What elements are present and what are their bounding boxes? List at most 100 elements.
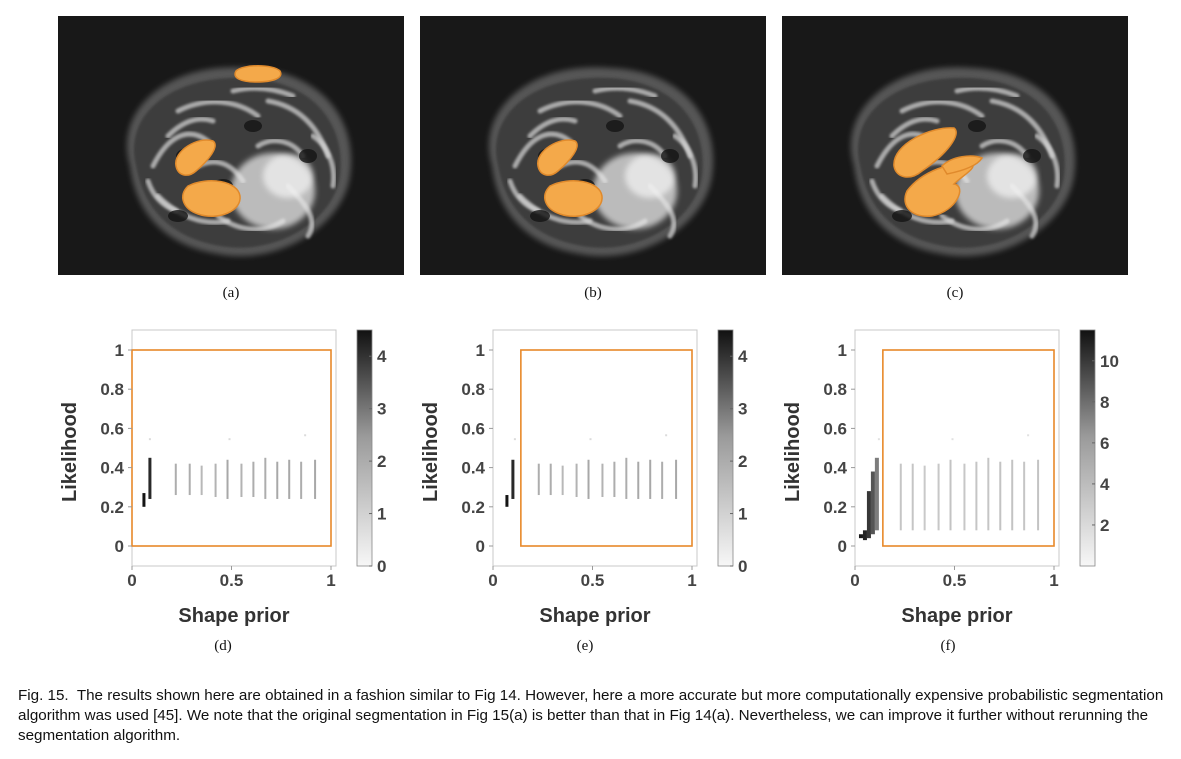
data-column	[874, 457, 879, 531]
white-matter-swirl	[527, 116, 578, 139]
white-matter-swirl	[954, 85, 1020, 99]
x-tick-label: 0.5	[581, 571, 605, 590]
y-tick-label: 0.2	[100, 498, 124, 517]
y-tick-label: 0.2	[823, 498, 847, 517]
data-column	[661, 461, 664, 499]
segmented-structures	[893, 127, 984, 217]
upper-structure	[234, 65, 282, 83]
data-column	[288, 459, 291, 499]
data-column	[911, 463, 914, 531]
data-column	[148, 457, 152, 499]
y-axis-label: Likelihood	[420, 402, 442, 502]
y-tick-label: 0.6	[100, 419, 124, 438]
colorbar-tick-label: 1	[377, 505, 386, 524]
dark-pocket	[168, 210, 188, 222]
axes-frame	[492, 329, 698, 567]
white-matter-swirl	[672, 133, 699, 189]
y-tick-label: 1	[476, 341, 485, 360]
white-matter-swirl	[165, 116, 216, 139]
x-axis-label: Shape prior	[901, 605, 1012, 627]
x-tick-label: 0.5	[943, 571, 967, 590]
x-axis-label: Shape prior	[539, 605, 650, 627]
scatter-plot-f: 0 0.2 0.4 0.6 0.8 1 0 0.5 1 Shape prior Likelihood…	[767, 320, 1147, 640]
colorbar-tick-label: 3	[377, 400, 386, 419]
data-column	[975, 461, 978, 531]
data-column	[949, 459, 952, 531]
data-column	[142, 493, 146, 507]
data-column	[537, 463, 540, 496]
data-column	[587, 459, 590, 499]
selection-box	[882, 349, 1055, 547]
scatter-svg-e: 0 0.2 0.4 0.6 0.8 1 0 0.5 1 Shape prior Likelihood…	[420, 329, 748, 627]
scatter-plot-d: 0 0.2 0.4 0.6 0.8 1 0 0.5 1 Shape prior Likelihood…	[44, 320, 424, 640]
data-column	[561, 465, 564, 496]
x-tick-label: 1	[687, 571, 696, 590]
white-matter-swirl	[512, 131, 573, 169]
y-tick-label: 0	[115, 537, 124, 556]
x-tick-label: 1	[326, 571, 335, 590]
y-tick-label: 0.8	[461, 380, 485, 399]
colorbar-tick-label: 2	[377, 452, 386, 471]
data-column	[937, 463, 940, 531]
x-tick-label: 0.5	[220, 571, 244, 590]
brain-svg	[58, 16, 404, 275]
y-tick-label: 0.8	[100, 380, 124, 399]
data-column	[214, 463, 217, 497]
data-column	[240, 463, 243, 497]
white-matter-swirl	[230, 85, 296, 99]
white-matter-swirl	[1034, 133, 1061, 189]
data-column	[174, 463, 177, 496]
data-column	[505, 495, 509, 507]
data-column	[1023, 461, 1026, 531]
y-tick-label: 0.4	[100, 459, 124, 478]
dark-pocket	[530, 210, 550, 222]
data-column	[549, 463, 552, 496]
colorbar-tick-label: 6	[1100, 434, 1109, 453]
data-column	[513, 438, 516, 441]
data-column	[575, 463, 578, 497]
dark-pocket	[661, 149, 679, 163]
mid-structure	[175, 139, 216, 176]
bright-core	[987, 154, 1037, 198]
x-tick-label: 0	[127, 571, 136, 590]
panel-label-b: (b)	[584, 285, 602, 301]
colorbar-tick-label: 4	[1100, 475, 1110, 494]
colorbar-tick-label: 2	[738, 452, 747, 471]
data-column	[862, 530, 867, 541]
panel-label-c: (c)	[946, 285, 964, 301]
colorbar	[356, 329, 373, 567]
brain-svg	[782, 16, 1128, 275]
data-column	[511, 459, 515, 499]
axes-frame	[854, 329, 1060, 567]
colorbar-tick-label: 0	[377, 557, 386, 576]
x-tick-label: 0	[850, 571, 859, 590]
x-axis-label: Shape prior	[178, 605, 289, 627]
data-column	[314, 459, 317, 499]
figure-caption: Fig. 15. The results shown here are obta…	[18, 686, 1168, 746]
caption-text: Fig. 15. The results shown here are obta…	[18, 687, 1168, 744]
data-column	[675, 459, 678, 499]
data-column	[625, 457, 628, 499]
selection-box	[131, 349, 332, 547]
white-matter-swirl	[889, 116, 940, 139]
colorbar-tick-label: 4	[377, 347, 387, 366]
data-column	[589, 438, 592, 441]
bright-core	[263, 154, 313, 198]
y-tick-label: 0.4	[823, 459, 847, 478]
colorbar-tick-label: 1	[738, 505, 747, 524]
dark-pocket	[606, 120, 624, 132]
data-column	[226, 459, 229, 499]
white-matter-swirl	[145, 178, 179, 214]
panel-label-d: (d)	[214, 638, 232, 654]
dark-pocket	[892, 210, 912, 222]
mid-structure	[537, 139, 578, 176]
colorbar-tick-label: 0	[738, 557, 747, 576]
scatter-plot-e: 0 0.2 0.4 0.6 0.8 1 0 0.5 1 Shape prior Likelihood…	[405, 320, 785, 640]
data-column	[987, 457, 990, 531]
data-column	[1037, 459, 1040, 531]
data-column	[637, 461, 640, 499]
data-column	[665, 434, 668, 437]
x-tick-label: 1	[1049, 571, 1058, 590]
panel-label-f: (f)	[940, 638, 956, 654]
